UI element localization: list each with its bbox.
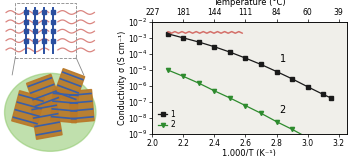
X-axis label: 1,000/Τ (K⁻¹): 1,000/Τ (K⁻¹): [223, 149, 276, 156]
Text: 1: 1: [280, 54, 286, 64]
Text: 2: 2: [280, 105, 286, 115]
Ellipse shape: [5, 73, 96, 151]
FancyBboxPatch shape: [0, 0, 152, 156]
X-axis label: Temperature (°C): Temperature (°C): [213, 0, 286, 7]
Polygon shape: [54, 69, 85, 103]
Legend: 1, 2: 1, 2: [158, 110, 175, 129]
Polygon shape: [27, 74, 60, 110]
Polygon shape: [69, 90, 94, 123]
Polygon shape: [31, 101, 62, 139]
Polygon shape: [50, 89, 79, 123]
Y-axis label: Conductivity σ (S cm⁻¹): Conductivity σ (S cm⁻¹): [118, 31, 127, 125]
Polygon shape: [12, 91, 44, 128]
